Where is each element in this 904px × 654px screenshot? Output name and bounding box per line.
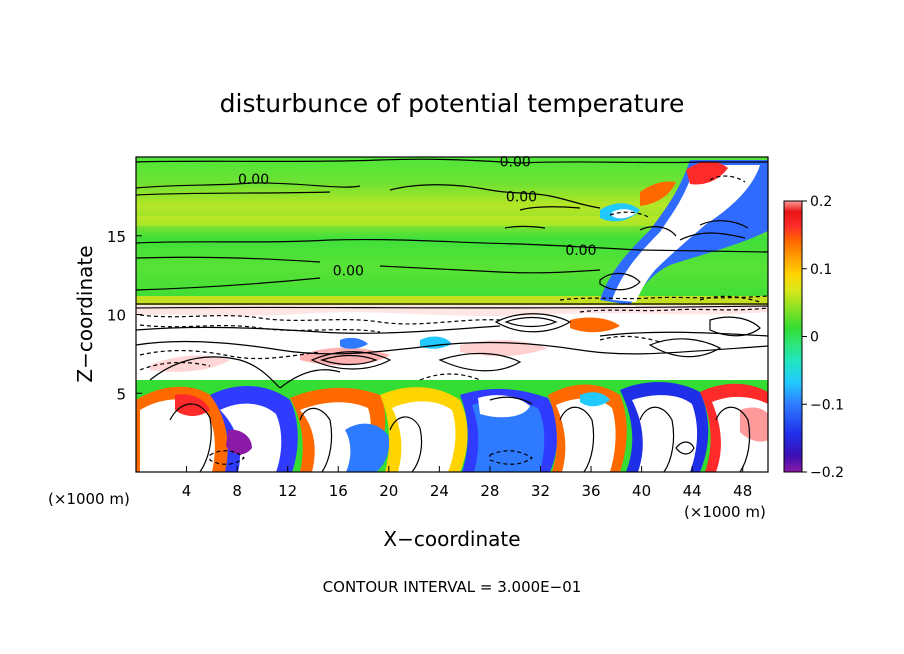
y-tick-label: 5 (116, 385, 126, 403)
x-axis-ticks: 4 8 12 16 20 24 28 32 36 40 44 48 (182, 466, 752, 500)
x-tick-label: 4 (182, 482, 192, 500)
x-tick-label: 32 (531, 482, 550, 500)
x-tick-label: 44 (683, 482, 702, 500)
contour-labels: 0.00 0.00 0.00 0.00 0.00 (238, 155, 597, 280)
y-tick-label: 15 (107, 228, 126, 246)
colorbar-tick-label: 0.1 (810, 262, 832, 278)
colorbar-tick-label: 0 (810, 330, 819, 346)
x-tick-label: 28 (480, 482, 499, 500)
x-tick-label: 24 (430, 482, 449, 500)
x-tick-label: 8 (232, 482, 242, 500)
colorbar-tick-label: −0.1 (810, 397, 844, 413)
x-tick-label: 20 (379, 482, 398, 500)
contour-label: 0.00 (333, 263, 364, 279)
z-unit-label: (×1000 m) (48, 490, 130, 508)
contour-lines (136, 158, 768, 472)
colorbar: 0.2 0.1 0 −0.1 −0.2 (783, 194, 844, 481)
y-axis-ticks: 5 10 15 (107, 228, 142, 403)
x-tick-label: 16 (329, 482, 348, 500)
x-tick-label: 12 (278, 482, 297, 500)
colorbar-tick-label: 0.2 (810, 194, 832, 210)
contour-label: 0.00 (238, 172, 269, 188)
heatmap-field (136, 157, 768, 472)
x-tick-label: 36 (581, 482, 600, 500)
contour-interval-note: CONTOUR INTERVAL = 3.000E−01 (323, 578, 582, 596)
y-axis-title: Z−coordinate (73, 245, 97, 382)
contour-label: 0.00 (506, 189, 537, 205)
x-tick-label: 48 (733, 482, 752, 500)
chart-title: disturbunce of potential temperature (220, 89, 685, 118)
colorbar-gradient (783, 200, 803, 473)
plume-white (612, 165, 760, 302)
x-axis-title: X−coordinate (383, 527, 520, 551)
colorbar-tick-label: −0.2 (810, 465, 844, 481)
x-unit-label: (×1000 m) (684, 503, 766, 521)
x-tick-label: 40 (632, 482, 651, 500)
colorbar-ticks: 0.2 0.1 0 −0.1 −0.2 (802, 194, 844, 481)
y-tick-label: 10 (107, 307, 126, 325)
contour-label: 0.00 (565, 243, 596, 259)
contour-label: 0.00 (500, 155, 531, 171)
